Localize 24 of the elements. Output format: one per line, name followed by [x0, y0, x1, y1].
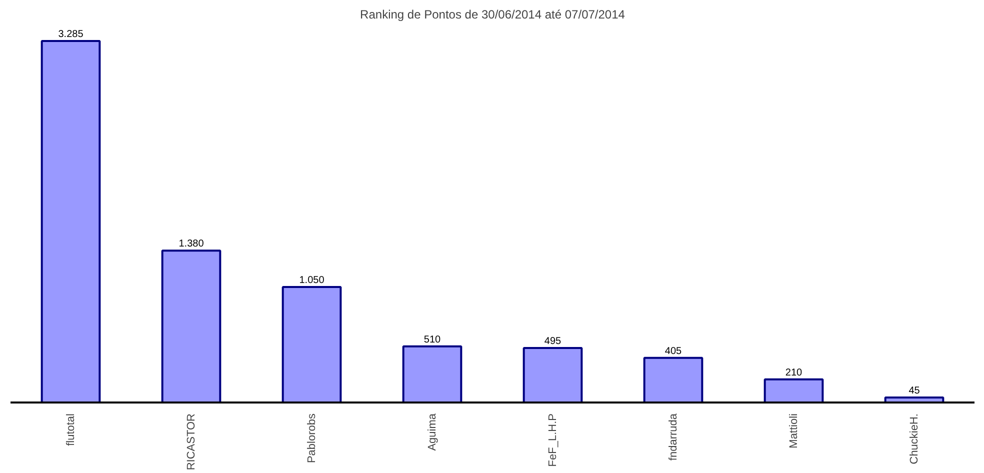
- data-label: 3.285: [58, 28, 84, 40]
- bar: [40, 40, 101, 402]
- bar: [161, 250, 222, 402]
- x-tick-label: fndarruda: [667, 412, 680, 461]
- bar: [402, 345, 462, 402]
- x-tick-label: Mattioli: [788, 414, 800, 448]
- data-label: 45: [908, 386, 920, 397]
- chart-title: Ranking de Pontos de 30/06/2014 até 07/07/2014: [360, 8, 626, 22]
- bar: [643, 356, 704, 402]
- data-label: 1.380: [178, 238, 204, 250]
- x-tick-label: flutotal: [64, 413, 77, 446]
- data-label: 495: [544, 336, 562, 348]
- bar: [282, 286, 342, 402]
- data-label: 405: [664, 346, 682, 357]
- data-label: 1.050: [299, 274, 325, 286]
- x-tick-label: ChuckieH.: [908, 413, 920, 464]
- x-tick-label: Aguima: [426, 412, 438, 451]
- bar: [764, 378, 824, 402]
- x-tick-label: FeF_L.H.P: [546, 413, 559, 467]
- x-tick-label: RICASTOR: [185, 413, 198, 470]
- data-label: 510: [424, 334, 442, 346]
- data-label: 210: [785, 367, 803, 378]
- x-tick-label: Pablorobs: [306, 413, 318, 464]
- bar: [522, 347, 583, 402]
